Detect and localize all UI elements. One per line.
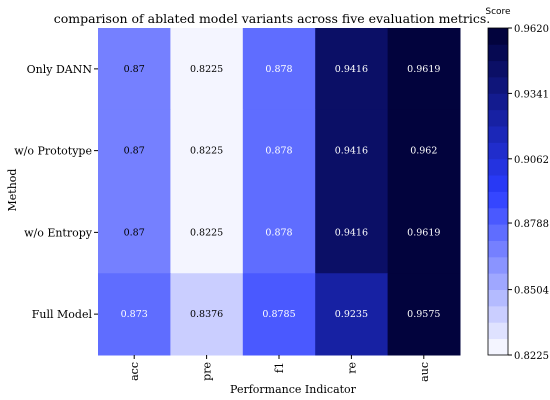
colorbar-segment — [488, 273, 508, 290]
cell-value-label: 0.87 — [124, 227, 145, 238]
cell-value-label: 0.873 — [121, 309, 148, 320]
cell-value-label: 0.9575 — [407, 309, 440, 320]
heatmap-cell — [387, 191, 461, 274]
colorbar-segment — [488, 338, 508, 356]
heatmap-cell — [315, 273, 389, 356]
chart-title: comparison of ablated model variants acr… — [54, 11, 491, 26]
colorbar-segment — [488, 142, 508, 160]
colorbar-segment — [488, 322, 508, 340]
cell-value-label: 0.9619 — [407, 64, 440, 75]
colorbar-tick-label: 0.9620 — [514, 24, 549, 35]
colorbar-segment — [488, 126, 508, 143]
heatmap-cell — [170, 28, 244, 111]
cell-value-label: 0.87 — [124, 64, 145, 75]
x-axis-label: Performance Indicator — [230, 383, 357, 396]
heatmap-cell — [242, 109, 316, 192]
colorbar-frame — [487, 27, 509, 356]
cell-value-label: 0.9235 — [335, 309, 368, 320]
heatmap-cell — [170, 273, 244, 356]
cell-value-label: 0.8225 — [190, 227, 223, 238]
cell-value-label: 0.9416 — [335, 64, 368, 75]
colorbar-tick-label: 0.8225 — [514, 351, 549, 362]
colorbar-segment — [488, 28, 508, 45]
colorbar-tick-label: 0.9062 — [514, 155, 549, 166]
cell-value-label: 0.9619 — [407, 227, 440, 238]
cell-value-label: 0.8785 — [262, 309, 295, 320]
colorbar-segment — [488, 191, 508, 209]
cell-value-label: 0.8376 — [190, 309, 223, 320]
colorbar-tick-label: 0.8788 — [514, 219, 549, 230]
colorbar-segment — [488, 93, 508, 111]
colorbar: 0.9620 0.9341 0.9062 0.8788 0.8504 0.8225 — [487, 24, 549, 362]
cell-value-label: 0.878 — [265, 227, 292, 238]
x-axis-ticks: acc pre f1 re auc — [128, 355, 431, 382]
heatmap-cell — [98, 28, 171, 111]
heatmap-cell — [387, 273, 461, 356]
colorbar-tick-label: 0.9341 — [514, 89, 549, 100]
heatmap-cell — [242, 273, 316, 356]
cell-value-label: 0.878 — [265, 64, 292, 75]
heatmap-cell — [98, 109, 171, 192]
y-axis-ticks: Only DANN w/o Prototype w/o Entropy Full Mo… — [14, 63, 98, 321]
cell-value-label: 0.878 — [265, 146, 292, 157]
colorbar-segment — [488, 109, 508, 127]
heatmap-grid: 0.87 0.8225 0.878 0.9416 0.9619 0.87 0.8225 0.8… — [98, 28, 461, 356]
colorbar-segment — [488, 240, 508, 258]
heatmap-cell — [170, 109, 244, 192]
x-tick-label: re — [345, 362, 358, 374]
heatmap-cell — [315, 28, 389, 111]
y-tick-label: w/o Entropy — [24, 226, 93, 239]
cell-value-label: 0.8225 — [190, 64, 223, 75]
x-tick-label: pre — [201, 362, 214, 381]
colorbar-segment — [488, 256, 508, 274]
cell-value-label: 0.9416 — [335, 227, 368, 238]
heatmap-cell — [242, 191, 316, 274]
colorbar-segment — [488, 158, 508, 176]
colorbar-segment — [488, 60, 508, 78]
x-tick-label: acc — [128, 362, 141, 381]
heatmap-cell — [315, 109, 389, 192]
colorbar-tick-label: 0.8504 — [514, 286, 549, 297]
heatmap-cell — [315, 191, 389, 274]
colorbar-segment — [488, 175, 508, 192]
cell-value-label: 0.87 — [124, 146, 145, 157]
heatmap-cell — [387, 28, 461, 111]
heatmap-cell — [98, 273, 171, 356]
y-axis-label: Method — [6, 169, 19, 212]
heatmap-cell — [98, 191, 171, 274]
x-tick-label: f1 — [273, 362, 286, 373]
cell-value-label: 0.8225 — [190, 146, 223, 157]
colorbar-segment — [488, 207, 508, 225]
y-tick-label: w/o Prototype — [14, 145, 92, 158]
colorbar-segment — [488, 289, 508, 307]
colorbar-segment — [488, 224, 508, 241]
colorbar-segment — [488, 77, 508, 94]
cell-value-label: 0.962 — [410, 146, 437, 157]
heatmap-cell — [170, 191, 244, 274]
colorbar-segment — [488, 44, 508, 62]
y-tick-label: Full Model — [32, 308, 93, 321]
colorbar-segment — [488, 305, 508, 323]
heatmap-cell — [387, 109, 461, 192]
heatmap-cell — [242, 28, 316, 111]
x-tick-label: auc — [418, 362, 431, 382]
colorbar-title: Score — [485, 7, 511, 17]
cell-value-label: 0.9416 — [335, 146, 368, 157]
y-tick-label: Only DANN — [27, 63, 93, 76]
